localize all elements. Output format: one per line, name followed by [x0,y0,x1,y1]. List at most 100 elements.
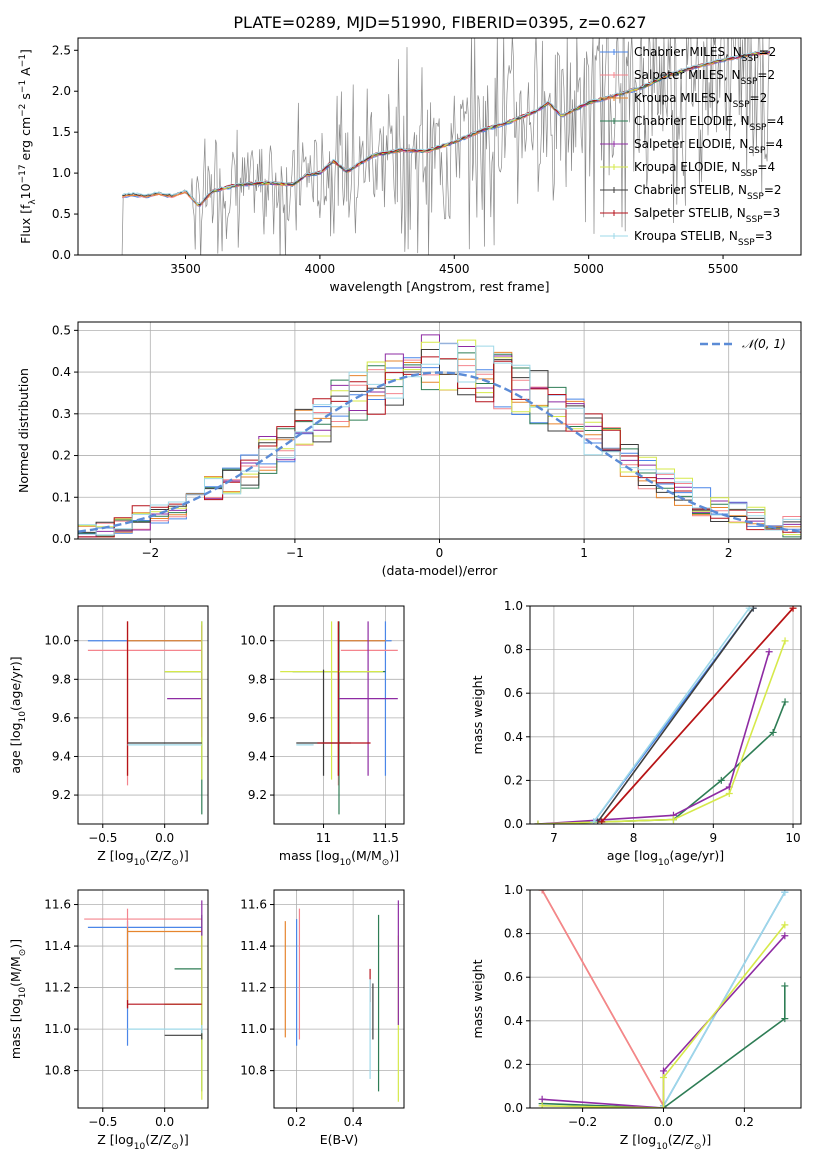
weight-point-chabrier_elodie [781,1015,789,1023]
y-tick-label: 11.4 [240,939,267,953]
plot-area-age_vs_Z [87,621,203,815]
legend-label-part: Salpeter MILES, N [634,68,741,82]
x-tick-label: 0.0 [155,831,174,845]
y-tick-label: 11.4 [44,939,71,953]
weight-line-chabrier_elodie [542,985,786,1108]
legend-label-part: SSP [748,146,765,156]
x-axis-label-part: 10 [340,858,352,868]
y-tick-label: 0.5 [52,207,71,221]
legend-marker [611,233,617,239]
y-axis-label-part: −1 [18,80,28,93]
y-axis-label-part: −2 [18,104,28,117]
weight-point-salpeter_stelib [598,818,606,824]
x-tick-label: 5500 [708,262,739,276]
x-axis-label-part: (Z/Z [145,848,171,863]
legend-label: Kroupa STELIB, NSSP=3 [634,229,772,248]
axes-frame [529,889,802,1109]
legend-label: Salpeter MILES, NSSP=2 [634,68,775,87]
x-tick-label: −1 [286,546,304,560]
y-tick-label: 2.0 [52,84,71,98]
weight-line-salpeter_miles [541,890,665,1107]
y-tick-label: 11.2 [240,981,267,995]
x-axis-label: E(B-V) [320,1132,359,1147]
legend-label-part: =2 [750,91,768,105]
weight-point-kroupa_elodie [781,921,789,929]
y-tick-label: 11.6 [240,898,267,912]
y-tick-label: 0.0 [52,532,71,546]
x-tick-label: 7 [550,831,558,845]
x-axis-label: Z [log10(Z/Z⊙)] [620,1132,711,1152]
legend-label-part: =4 [766,114,784,128]
y-tick-label: 0.8 [504,643,523,657]
y-axis-label-part: −17 [18,164,28,183]
x-axis-label-part: ⊙ [171,1142,179,1152]
legend-label-part: SSP [738,238,755,248]
weight-point-chabrier_elodie [717,776,725,784]
panel-spectrum: 3500 4000 4500 5000 5500 0.0 0.5 1.0 1.5 2.0 2.5 wa… [18,37,802,294]
y-tick-label: 9.6 [52,711,71,725]
legend-label-part: Kroupa MILES, N [634,91,733,105]
legend-label-part: =2 [759,45,777,59]
y-axis-label: Flux [fλ10−17 erg cm−2 s−1 A−1] [18,49,38,244]
y-axis-label-part: age [log [8,722,23,773]
weight-line-kroupa_elodie [537,640,786,824]
y-axis-label-part: mass [log [8,998,23,1059]
axes-frame [77,37,802,256]
y-tick-label: 0.8 [504,927,523,941]
y-axis-label-part: 10 [18,987,28,999]
x-axis-label-part: Z [log [97,1132,133,1147]
weight-point-salpeter_elodie [538,1095,546,1103]
x-axis-label: wavelength [Angstrom, rest frame] [329,279,549,294]
legend-marker [611,49,617,55]
weight-point-kroupa_stelib [781,890,789,896]
panel-mass_vs_ebv: 0.2 0.4 10.8 11.0 11.2 11.4 11.6 E(B-V) [240,889,405,1147]
legend-label: Kroupa MILES, NSSP=2 [634,91,767,110]
y-axis-label-part: 10 [18,183,33,199]
legend-label-part: =4 [757,160,775,174]
x-tick-label: −2 [141,546,159,560]
plot-area-mass_vs_ebv [284,900,399,1102]
y-tick-label: 11.0 [240,1022,267,1036]
y-axis-label-part: 10 [18,711,28,723]
x-axis-label-part: 10 [658,858,670,868]
legend-label-part: SSP [750,123,767,133]
y-tick-label: 11.0 [44,1022,71,1036]
y-tick-label: 0.6 [504,686,523,700]
legend-label-part: =3 [763,206,781,220]
legend-label-part: Salpeter STELIB, N [634,206,746,220]
axes-frame [529,605,802,825]
weight-point-kroupa_elodie [659,1073,667,1081]
legend-label-part: SSP [733,100,750,110]
y-axis-label-part: )] [8,939,23,949]
legend-label: Salpeter STELIB, NSSP=3 [634,206,780,225]
y-axis-label-part: λ [28,199,38,205]
y-tick-label: 0.3 [52,407,71,421]
y-axis-label: age [log10(age/yr)] [8,656,28,773]
panel-residuals: −2 −1 0 1 2 0.0 0.1 0.2 0.3 0.4 0.5 (data-model)/er… [16,321,802,578]
legend-label-part: SSP [742,54,759,64]
y-tick-label: 10.8 [240,1064,267,1078]
y-tick-label: 0.5 [52,323,71,337]
axes-frame [77,605,209,825]
x-axis-label-part: )] [179,1132,189,1147]
x-axis-label-part: mass [log [279,848,340,863]
legend-label-part: =4 [765,137,783,151]
y-tick-label: 0.1 [52,490,71,504]
x-axis-label: mass [log10(M/M⊙)] [279,848,399,868]
y-axis-label-part: ⊙ [18,949,28,957]
x-axis-label: Z [log10(Z/Z⊙)] [97,1132,188,1152]
x-tick-label: −0.5 [88,831,117,845]
legend-label-part: SSP [746,215,763,225]
x-axis-label: age [log10(age/yr)] [607,848,724,868]
plot-area-weight_vs_Z [538,890,789,1108]
weight-line-kroupa_stelib [593,607,750,823]
legend-label-part: =3 [755,229,773,243]
weight-point-salpeter_elodie [765,648,773,656]
legend-label: Salpeter ELODIE, NSSP=4 [634,137,783,156]
y-axis-label: mass weight [470,959,485,1038]
weight-line-salpeter_stelib [601,607,794,823]
legend-label: Chabrier ELODIE, NSSP=4 [634,114,784,133]
x-tick-label: 1 [580,546,588,560]
plot-area-mass_vs_Z [84,900,203,1100]
